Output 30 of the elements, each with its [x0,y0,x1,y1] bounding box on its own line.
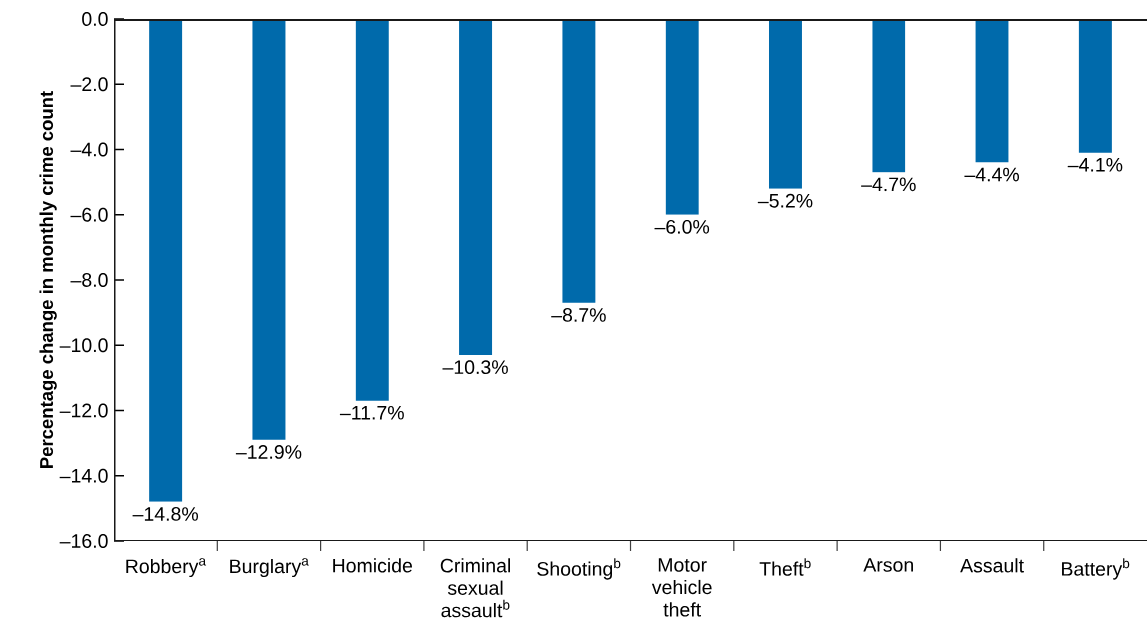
y-tick-label: –8.0 [70,273,108,287]
x-tick-label: Arson [863,558,913,572]
data-label: –4.1% [1067,157,1123,172]
x-tick-label: Homicide [333,558,413,573]
data-label: –12.9% [235,445,302,459]
data-label: –10.3% [442,360,508,375]
x-tick-label: Motor vehicle theft [651,558,712,617]
x-tick-label: Battery$^{b}$ [1062,558,1130,580]
x-tick-label: Burglary$^{a}$ [230,558,309,578]
y-tick-label: –16.0 [59,534,108,548]
y-tick-label: –6.0 [70,207,108,222]
y-tick-label: –10.0 [59,338,108,353]
x-tick-label: Robbery$^{a}$ [126,558,207,578]
data-label: –14.8% [132,507,199,521]
x-tick-label: Assault [960,558,1024,573]
data-label: –11.7% [339,405,404,420]
x-tick-label: Shooting$^{b}$ [537,558,621,580]
y-tick-label: –14.0 [59,468,108,483]
x-tick-label: Theft$^{b}$ [759,558,811,576]
data-label: –4.7% [861,177,916,192]
y-tick-label: 0.0 [82,12,108,26]
y-tick-label: –4.0 [70,142,108,157]
y-tick-label: –2.0 [70,77,108,92]
y-axis-title: Percentage change in monthly crime count [39,91,57,468]
data-label: –5.2% [757,193,813,208]
x-tick-label: Criminal sexual assault$^{b}$ [440,558,510,618]
data-label: –6.0% [654,219,710,234]
data-label: –4.4% [964,167,1020,182]
data-label: –8.7% [551,308,606,322]
y-tick-label: –12.0 [59,403,108,418]
